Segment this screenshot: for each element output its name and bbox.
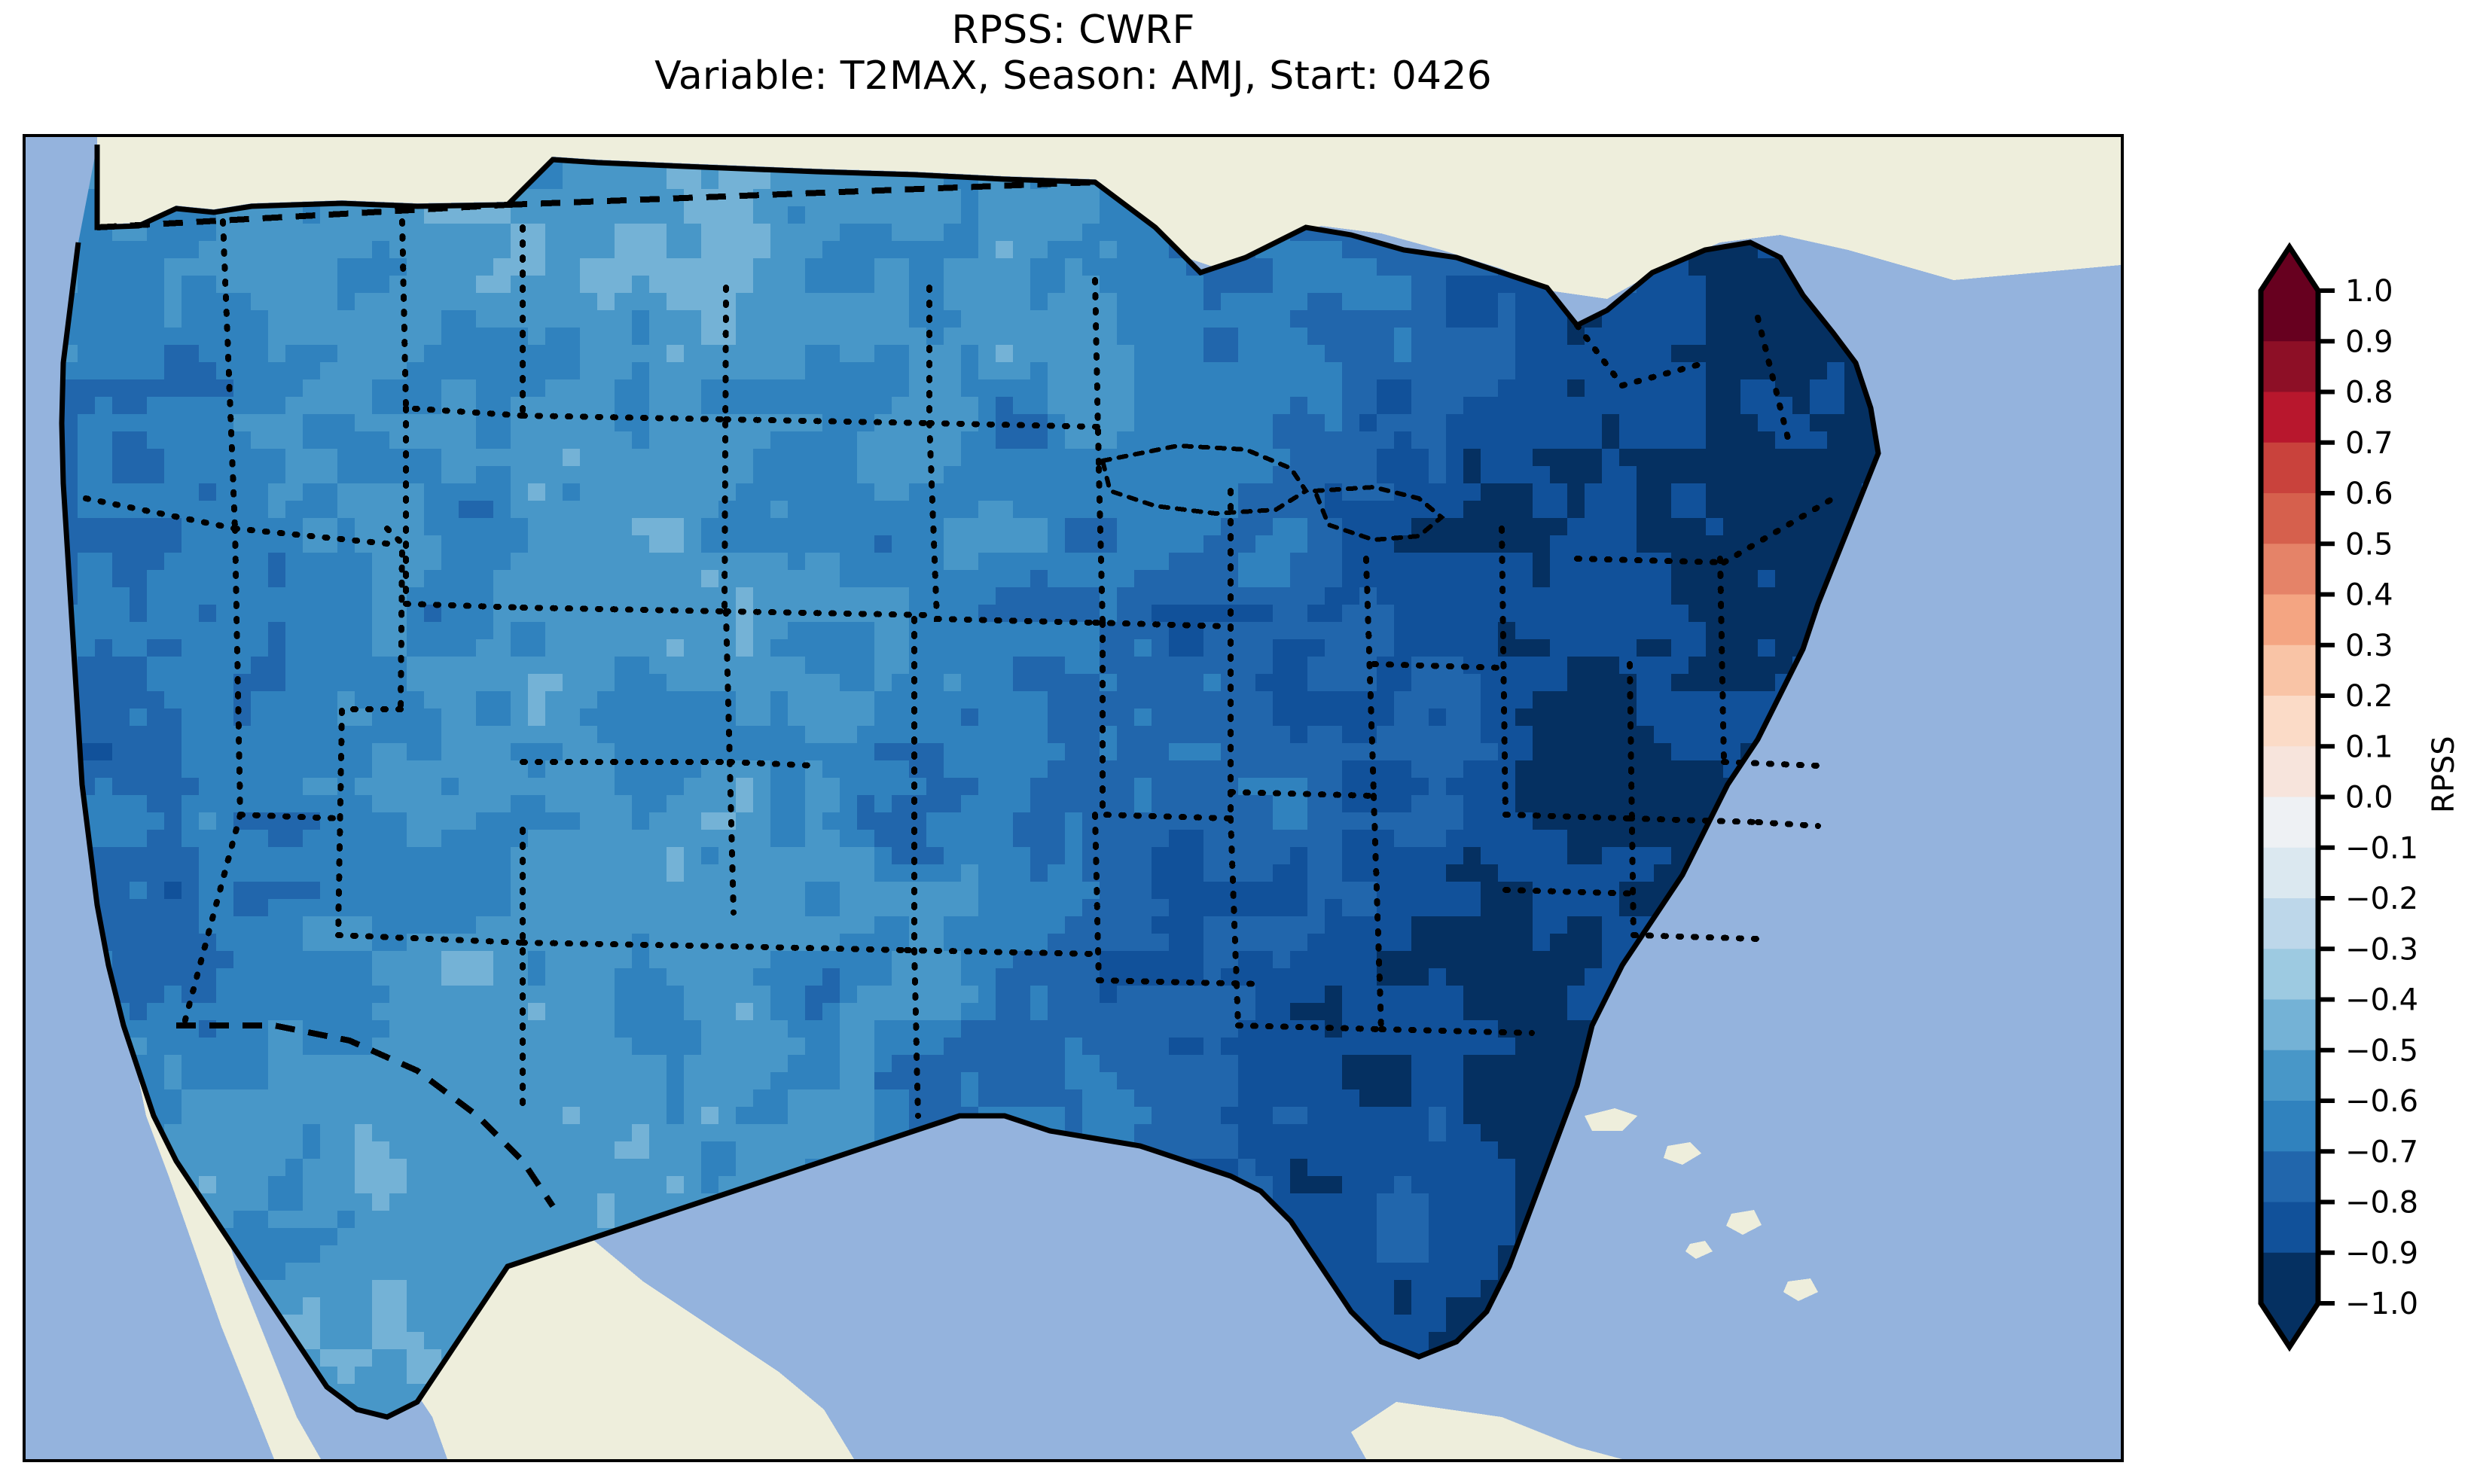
great-lakes-shoreline [1100,443,1445,543]
colorbar: 1.0 0.9 0.8 0.7 0.6 0.5 0.4 0.3 0.2 0.1 0.0 −0.1 −0.… [2252,226,2474,1370]
colorbar-tick-labels: 1.00.90.80.70.60.50.40.30.20.10.0−0.1−0.… [2345,274,2418,1321]
colorbar-svg: 1.00.90.80.70.60.50.40.30.20.10.0−0.1−0.… [2258,242,2418,1352]
conus-outline [59,145,1881,1420]
figure-title: RPSS: CWRF Variable: T2MAX, Season: AMJ,… [0,8,2146,100]
map-axes [23,134,2124,1462]
map-canvas [26,137,2121,1459]
country-borders [96,179,1096,1208]
colorbar-swatches [2261,247,2318,1347]
colorbar-outline [2258,242,2321,1352]
state-borders [83,218,1836,1119]
colorbar-ticks [2318,288,2335,1306]
colorbar-axis-label: RPSS [2427,736,2461,813]
title-line-1: RPSS: CWRF [951,8,1195,53]
title-line-2: Variable: T2MAX, Season: AMJ, Start: 042… [654,53,1492,99]
